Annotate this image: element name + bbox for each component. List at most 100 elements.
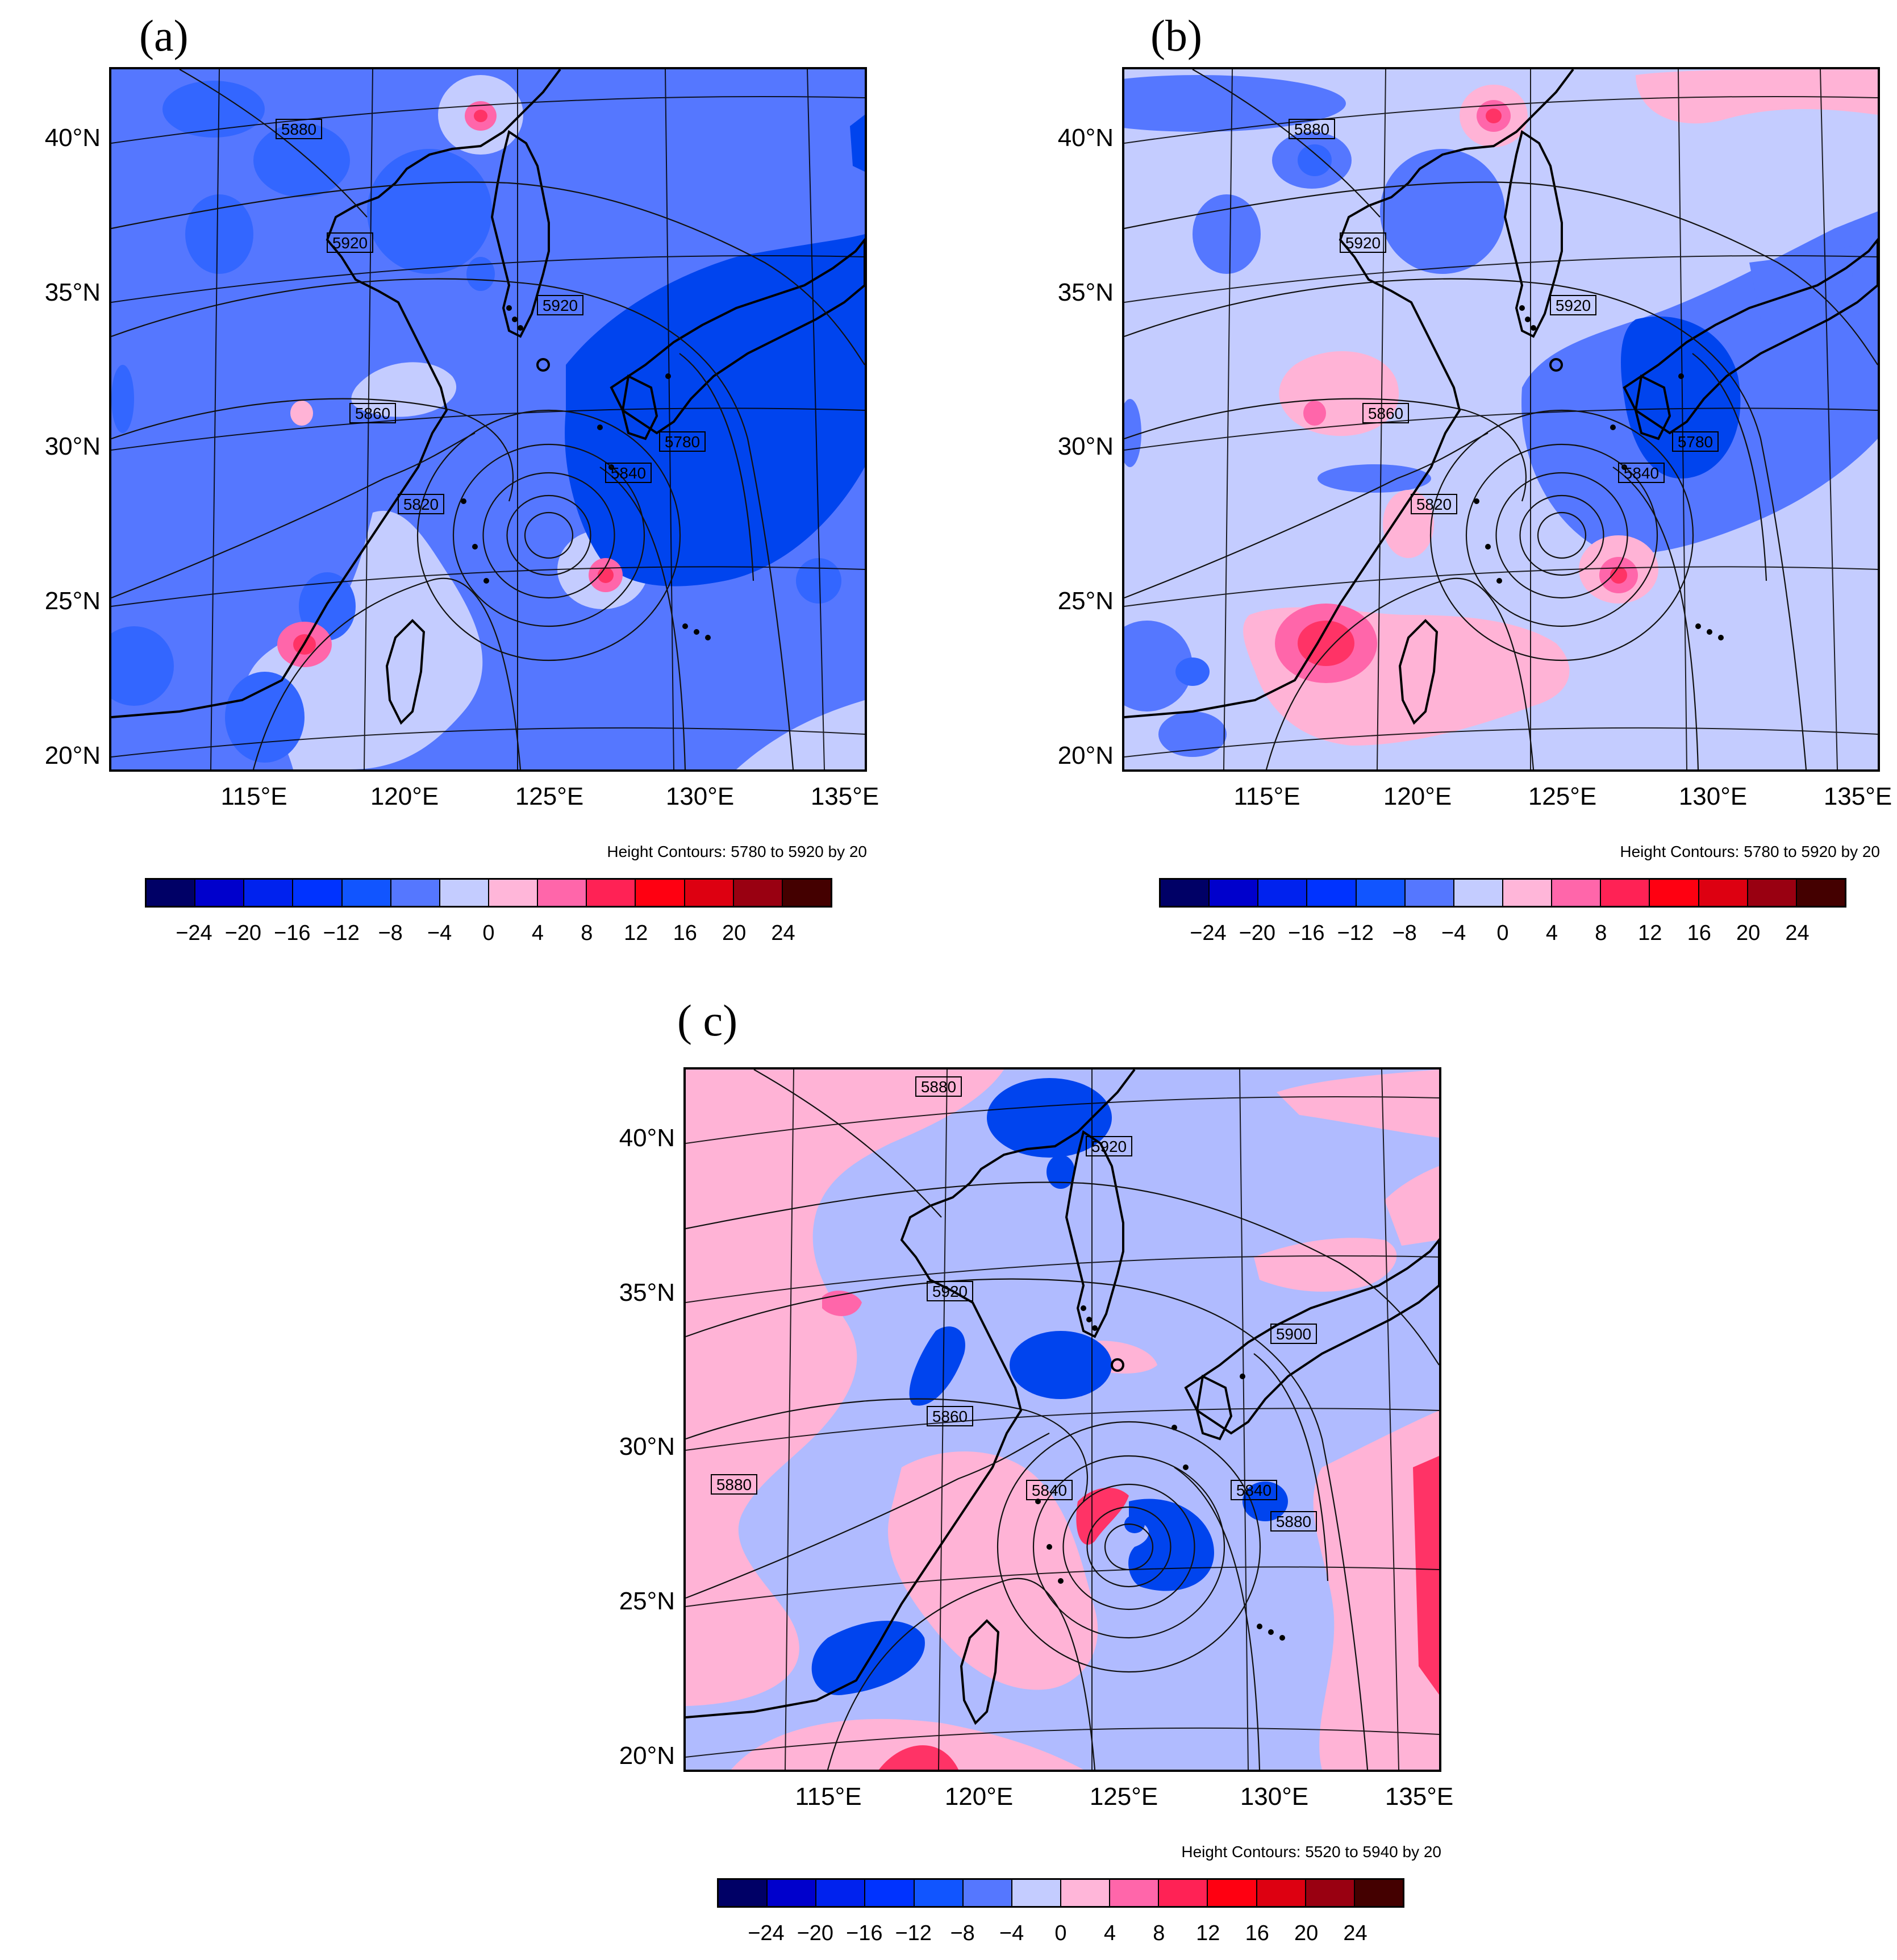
colorbar-swatch	[293, 880, 343, 906]
colorbar-tick-label: −12	[895, 1921, 932, 1945]
colorbar-tick-label: −16	[1288, 921, 1325, 945]
svg-text:5920: 5920	[332, 234, 368, 252]
lat-label: 40°N	[44, 124, 101, 152]
colorbar-tick-label: −20	[797, 1921, 834, 1945]
map-a-svg: 5880 5920 5920 5860 5780 5840 5820	[111, 69, 865, 769]
colorbar-tick-label: −4	[999, 1921, 1024, 1945]
colorbar-swatch	[244, 880, 294, 906]
svg-text:5920: 5920	[543, 297, 578, 314]
lat-label: 30°N	[44, 432, 101, 460]
lon-label: 125°E	[1528, 783, 1597, 810]
svg-text:5880: 5880	[921, 1078, 956, 1096]
colorbar-swatch	[865, 1880, 915, 1906]
colorbar-swatch	[1159, 1880, 1208, 1906]
colorbar-tick-label: 16	[1245, 1921, 1269, 1945]
colorbar-tick-label: −12	[1337, 921, 1374, 945]
colorbar-tick-label: 0	[482, 921, 495, 945]
colorbar-tick-label: 8	[1153, 1921, 1165, 1945]
lon-label: 125°E	[1089, 1783, 1158, 1811]
colorbar-swatch	[1748, 880, 1797, 906]
map-b: 5880 5920 5920 5860 5780 5840 5820	[1122, 67, 1880, 772]
lon-label: 120°E	[1383, 783, 1452, 810]
colorbar-tick-label: 8	[581, 921, 593, 945]
colorbar-swatch	[1503, 880, 1553, 906]
colorbar-swatch	[587, 880, 636, 906]
colorbar-swatch	[914, 1880, 964, 1906]
svg-text:5920: 5920	[1345, 234, 1381, 252]
colorbar-tick-label: −24	[748, 1921, 785, 1945]
svg-text:5920: 5920	[1091, 1138, 1127, 1155]
colorbar-swatch	[1454, 880, 1503, 906]
map-c: 5880 5920 5920 5900 5860 5840 5840 5880 5880	[683, 1067, 1441, 1772]
colorbar-tick-label: 20	[722, 921, 747, 945]
colorbar-tick-label: −12	[323, 921, 360, 945]
lon-label: 125°E	[515, 783, 584, 810]
panel-label-a: (a)	[139, 11, 189, 60]
colorbar-tick-label: 20	[1294, 1921, 1319, 1945]
lon-label: 135°E	[1385, 1783, 1454, 1811]
colorbar-tick-label: 20	[1736, 921, 1761, 945]
svg-text:5840: 5840	[611, 464, 646, 482]
colorbar-swatch	[1354, 1880, 1403, 1906]
lon-label: 120°E	[944, 1783, 1014, 1811]
colorbar-swatch	[1258, 880, 1308, 906]
colorbar-swatch	[391, 880, 440, 906]
colorbar-tick-label: 4	[1103, 1921, 1116, 1945]
lon-label: 135°E	[810, 783, 879, 810]
colorbar-swatch	[489, 880, 539, 906]
lat-label: 35°N	[1057, 278, 1114, 306]
lat-label: 35°N	[44, 278, 101, 306]
svg-text:5840: 5840	[1032, 1482, 1067, 1499]
svg-text:5920: 5920	[932, 1283, 968, 1300]
svg-text:5840: 5840	[1236, 1482, 1271, 1499]
lat-label: 30°N	[619, 1433, 675, 1460]
colorbar-tick-label: 12	[1638, 921, 1662, 945]
lon-label: 130°E	[1678, 783, 1748, 810]
colorbar-swatch	[1012, 1880, 1061, 1906]
lat-label: 35°N	[619, 1279, 675, 1306]
colorbar-tick-label: −20	[1239, 921, 1276, 945]
caption-c: Height Contours: 5520 to 5940 by 20	[1181, 1843, 1441, 1861]
colorbar-swatch	[1796, 880, 1845, 906]
lat-label: 20°N	[44, 742, 101, 769]
colorbar-swatch	[1650, 880, 1699, 906]
colorbar-swatch	[733, 880, 783, 906]
colorbar-swatch	[782, 880, 831, 906]
colorbar-swatch	[147, 880, 196, 906]
colorbar-tick-label: 24	[1343, 1921, 1367, 1945]
colorbar-swatch	[636, 880, 685, 906]
map-a: 5880 5920 5920 5860 5780 5840 5820	[109, 67, 867, 772]
colorbar-tick-label: 16	[1687, 921, 1711, 945]
svg-text:5820: 5820	[1416, 496, 1452, 513]
colorbar-swatch	[1552, 880, 1602, 906]
colorbar-swatch	[1061, 1880, 1111, 1906]
lon-label: 120°E	[370, 783, 439, 810]
colorbar-tick-label: 4	[531, 921, 544, 945]
colorbar-swatch	[719, 1880, 768, 1906]
colorbar-swatch	[1356, 880, 1406, 906]
map-b-svg: 5880 5920 5920 5860 5780 5840 5820	[1124, 69, 1878, 769]
colorbar-swatch	[1257, 1880, 1306, 1906]
colorbar-tick-label: −4	[1441, 921, 1466, 945]
svg-text:5860: 5860	[1368, 405, 1403, 422]
colorbar-swatch	[1208, 1880, 1257, 1906]
colorbar-tick-label: 24	[771, 921, 795, 945]
lat-label: 25°N	[44, 587, 101, 615]
colorbar-tick-label: −20	[224, 921, 262, 945]
colorbar-swatch	[538, 880, 587, 906]
panel-label-c: ( c)	[677, 996, 738, 1045]
colorbar-tick-label: −8	[1392, 921, 1417, 945]
colorbar-swatch	[1110, 1880, 1160, 1906]
lon-label: 135°E	[1823, 783, 1892, 810]
svg-text:5880: 5880	[1294, 120, 1329, 138]
svg-text:5860: 5860	[355, 405, 390, 422]
svg-text:5880: 5880	[281, 120, 316, 138]
colorbar-tick-label: −24	[1190, 921, 1227, 945]
colorbar-tick-label: −8	[950, 1921, 975, 1945]
colorbar-a	[145, 878, 832, 908]
colorbar-swatch	[1699, 880, 1748, 906]
colorbar-swatch	[1161, 880, 1210, 906]
colorbar-swatch	[1601, 880, 1650, 906]
colorbar-swatch	[685, 880, 734, 906]
colorbar-swatch	[963, 1880, 1012, 1906]
